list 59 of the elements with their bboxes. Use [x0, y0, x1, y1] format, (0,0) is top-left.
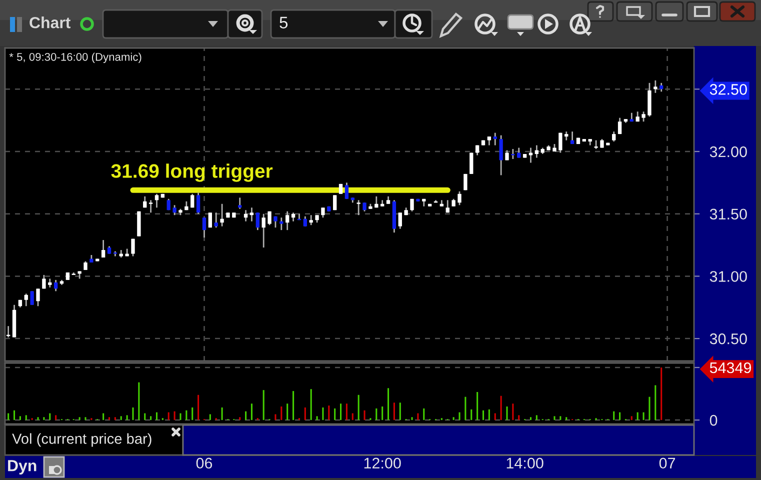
text: Vol (current price bar)	[12, 433, 152, 447]
series-label: 31.69 long trigger	[111, 164, 273, 182]
candlestick	[410, 198, 414, 212]
chart-title: * 5, 09:30-16:00 (Dynamic)	[9, 52, 142, 64]
y-tick-label: 32.50	[710, 84, 747, 95]
candlestick	[214, 212, 218, 228]
candlestick	[558, 132, 562, 154]
candlestick	[612, 130, 616, 142]
candlestick	[398, 212, 402, 230]
text: 5	[280, 16, 288, 28]
y-tick-label: 32.00	[710, 146, 747, 158]
candlestick	[24, 292, 28, 307]
candlestick	[332, 194, 337, 211]
y-tick-label: 0	[710, 414, 718, 426]
text: Dyn	[8, 460, 36, 474]
candlestick	[344, 182, 349, 200]
candlestick	[446, 199, 450, 214]
candlestick	[36, 288, 40, 307]
candlestick	[309, 214, 313, 226]
candlestick	[190, 193, 194, 208]
y-tick-label: 31.50	[710, 208, 747, 220]
candlestick	[268, 210, 272, 226]
candlestick	[493, 132, 497, 146]
candlestick	[154, 193, 159, 208]
y-tick-label: 31.00	[710, 271, 747, 282]
candlestick	[280, 216, 284, 231]
candlestick	[30, 290, 34, 306]
candlestick	[220, 203, 224, 228]
candlestick	[42, 274, 46, 290]
candlestick	[458, 190, 462, 206]
candlestick	[54, 279, 58, 292]
candlestick	[148, 199, 153, 214]
candlestick	[250, 206, 254, 222]
candlestick	[256, 212, 260, 231]
candlestick	[131, 238, 135, 257]
candlestick	[356, 199, 360, 216]
candlestick	[654, 80, 658, 94]
candlestick	[528, 147, 533, 164]
x-tick-label: 06	[196, 458, 212, 469]
text: Chart	[30, 16, 71, 28]
candlestick	[321, 206, 325, 218]
candlestick	[196, 192, 200, 215]
candlestick	[642, 110, 646, 122]
candlestick	[262, 213, 266, 248]
x-tick-label: 14:00	[506, 458, 544, 469]
candlestick	[238, 196, 242, 210]
candlestick	[618, 117, 622, 135]
x-tick-label: 12:00	[364, 458, 401, 469]
y-tick-label: 54349	[710, 362, 752, 374]
y-tick-label: 30.50	[710, 333, 747, 344]
candlestick	[303, 216, 307, 228]
candlestick	[499, 134, 503, 176]
candlestick	[172, 204, 176, 216]
candlestick	[208, 212, 212, 228]
candlestick	[202, 216, 206, 238]
candlestick	[470, 152, 474, 175]
x-tick-label: 07	[659, 458, 676, 469]
candlestick	[101, 239, 106, 258]
candlestick	[286, 210, 290, 231]
